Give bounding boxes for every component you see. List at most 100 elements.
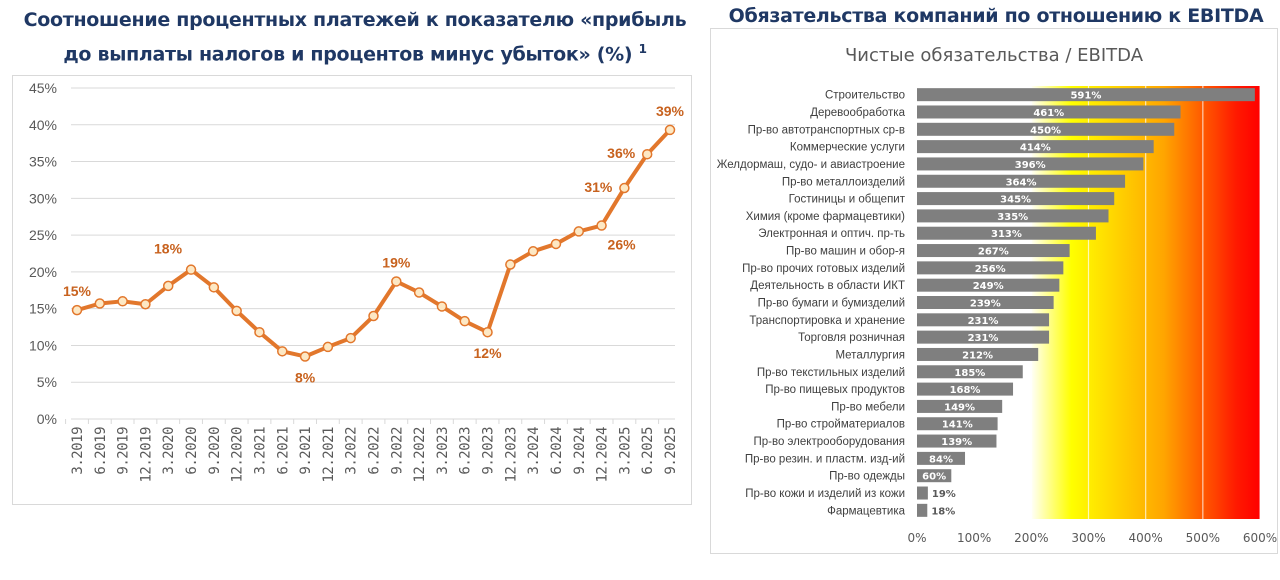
data-point (117, 296, 128, 307)
data-point (254, 326, 265, 338)
y-tick-label: 45% (29, 80, 57, 96)
category-label: Пр-во прочих готовых изделий (742, 263, 905, 275)
x-tick-label: 400% (1129, 531, 1163, 545)
data-point (140, 299, 151, 310)
category-label: Пр-во резин. и пластм. изд-ий (745, 453, 905, 465)
left-title-line1: Соотношение процентных платежей к показа… (23, 9, 687, 31)
x-tick-label: 6.2024 (549, 427, 565, 475)
bar (917, 451, 966, 465)
data-point (641, 148, 653, 160)
data-point (208, 282, 220, 293)
category-label: Желдормаш, судо- и авиастроение (717, 159, 905, 171)
bar (917, 88, 1255, 102)
x-tick-label: 200% (1014, 531, 1048, 545)
data-point (231, 305, 242, 317)
bar-value-label: 335% (997, 212, 1028, 223)
bar-value-label: 231% (968, 316, 999, 327)
y-tick-label: 25% (29, 227, 57, 243)
data-point (664, 124, 676, 136)
x-tick-label: 6.2020 (184, 427, 200, 475)
bar (917, 174, 1126, 188)
x-tick-label: 100% (957, 531, 991, 545)
x-tick-label: 12.2023 (503, 427, 519, 483)
y-tick-label: 20% (29, 264, 57, 280)
x-tick-label: 300% (1071, 531, 1105, 545)
bar-value-label: 231% (968, 333, 999, 344)
data-point (482, 326, 493, 338)
bar-value-label: 450% (1030, 125, 1061, 136)
bar-value-label: 84% (929, 454, 953, 465)
category-label: Пр-во стройматериалов (777, 419, 905, 431)
bar (917, 278, 1060, 292)
bar (917, 122, 1175, 136)
data-label: 39% (656, 103, 685, 119)
x-tick-label: 9.2020 (207, 427, 223, 475)
category-label: Металлургия (835, 349, 905, 361)
bar-value-label: 239% (970, 299, 1001, 310)
x-tick-label: 9.2022 (389, 427, 405, 475)
data-label: 26% (608, 237, 637, 253)
bar-value-label: 414% (1020, 143, 1051, 154)
y-tick-label: 5% (37, 374, 57, 390)
line-chart: 0% 5% 10% 15% 20% 25% 30% 35% 40% 45% 3.2019 6.2019… (29, 80, 685, 483)
x-tick-label: 3.2024 (526, 427, 542, 475)
bar-value-label: 249% (973, 281, 1004, 292)
left-chart-title: Соотношение процентных платежей к показа… (0, 6, 710, 69)
category-label: Химия (кроме фармацевтики) (746, 211, 905, 223)
bar-value-label: 139% (941, 437, 972, 448)
y-tick-label: 35% (29, 154, 57, 170)
data-label: 31% (584, 179, 613, 195)
x-tick-label: 12.2021 (321, 427, 337, 483)
bar-value-label: 591% (1070, 91, 1101, 102)
category-label: Деятельность в области ИКТ (750, 280, 905, 292)
data-point (162, 280, 174, 292)
bar-value-label: 461% (1033, 108, 1064, 119)
bar-chart: 0% 100% 200% 300% 400% 500% 600% Строительство 5… (717, 86, 1277, 545)
x-tick-label: 6.2021 (275, 427, 291, 475)
data-point (596, 220, 607, 231)
bar-value-label: 396% (1015, 160, 1046, 171)
bar-value-label: 364% (1006, 177, 1037, 188)
bar-value-label: 18% (931, 506, 955, 517)
category-label: Пр-во металлоизделий (782, 176, 905, 188)
data-label: 36% (607, 145, 636, 161)
x-tick-label: 3.2025 (617, 427, 633, 475)
bar-value-label: 313% (991, 229, 1022, 240)
x-tick-label: 500% (1186, 531, 1220, 545)
data-label: 15% (63, 283, 92, 299)
category-label: Пр-во электрооборудования (754, 436, 906, 448)
bar (917, 192, 1115, 206)
x-tick-label: 3.2023 (435, 427, 451, 475)
bar (917, 261, 1064, 275)
y-tick-label: 10% (29, 337, 57, 353)
bar (917, 434, 997, 448)
bar (917, 347, 1039, 361)
category-label: Деревообработка (810, 107, 905, 119)
data-point (71, 304, 83, 316)
bar (917, 469, 952, 483)
data-point (299, 351, 311, 362)
data-point (185, 264, 197, 275)
category-label: Электронная и оптич. пр-ть (758, 228, 905, 240)
bar-value-label: 256% (975, 264, 1006, 275)
x-tick-label: 9.2023 (481, 427, 497, 475)
category-label: Пр-во одежды (829, 471, 905, 483)
category-label: Транспортировка и хранение (749, 315, 905, 327)
bar-value-label: 345% (1000, 195, 1031, 206)
x-tick-label: 12.2020 (230, 427, 246, 483)
bar-value-label: 267% (978, 247, 1009, 258)
bar (917, 365, 1023, 379)
data-point (527, 246, 539, 257)
x-tick-label: 600% (1243, 531, 1277, 545)
data-point (94, 298, 106, 309)
y-tick-label: 40% (29, 117, 57, 133)
bar (917, 296, 1054, 309)
category-label: Фармацевтика (827, 505, 906, 517)
x-tick-label: 9.2024 (572, 427, 588, 475)
bar-chart-subtitle: Чистые обязательства / EBITDA (844, 45, 1144, 66)
bar (917, 226, 1096, 240)
x-tick-label: 12.2024 (595, 427, 611, 483)
bar (917, 209, 1109, 223)
x-tick-label: 12.2022 (412, 427, 428, 483)
data-point (413, 287, 425, 298)
